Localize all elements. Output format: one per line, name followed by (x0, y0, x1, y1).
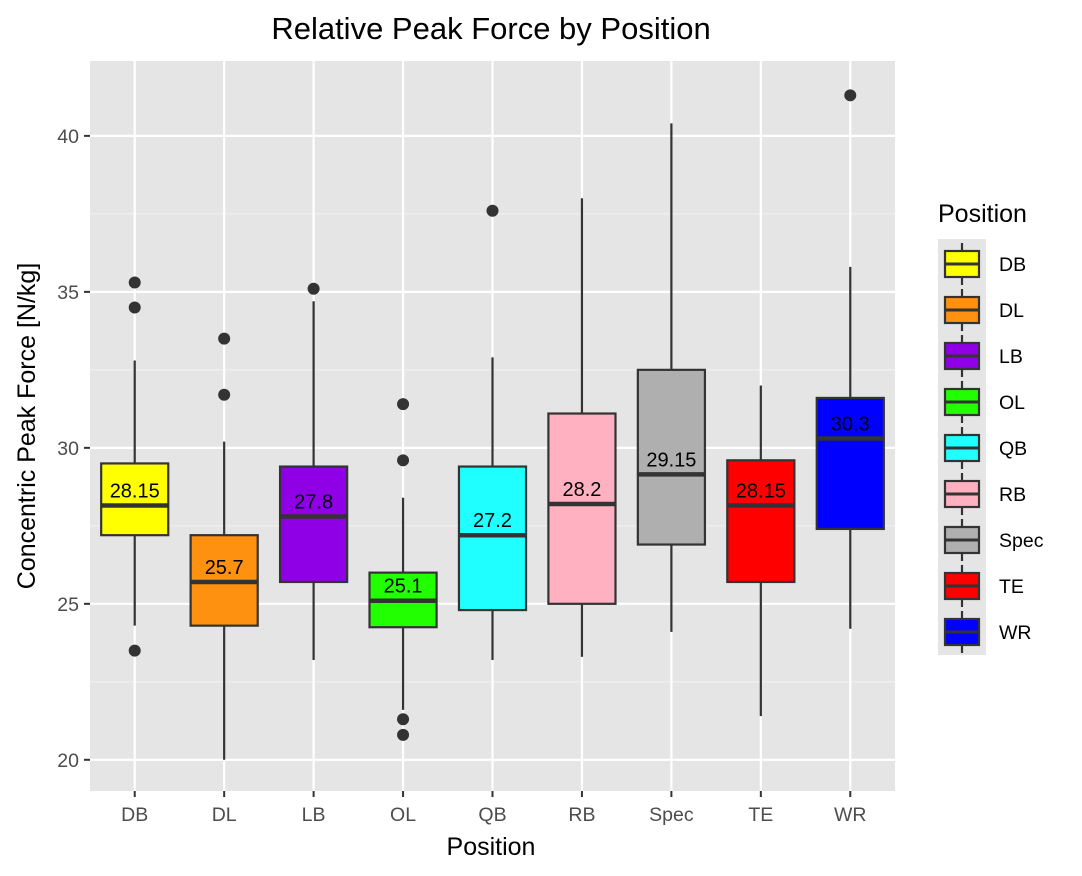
legend-label: Spec (999, 530, 1044, 552)
median-label: 27.2 (473, 510, 512, 532)
legend-item-te: TE (943, 565, 1024, 607)
legend-item-lb: LB (943, 335, 1023, 377)
outlier-point (128, 644, 141, 657)
axis-layer: 20 25 30 35 40 DB DL LB OL QB RB Spec TE WR (57, 126, 866, 826)
median-label: 25.1 (384, 576, 423, 598)
outlier-point (128, 276, 141, 289)
x-tick-label: QB (478, 804, 506, 826)
y-tick-label: 35 (57, 282, 79, 304)
boxplot-ol: 25.1 (368, 398, 438, 741)
box (547, 412, 617, 605)
box (278, 465, 349, 584)
outlier-point (218, 332, 231, 345)
legend-label: LB (999, 346, 1023, 368)
legend-label: RB (999, 484, 1026, 506)
legend-label: TE (999, 576, 1024, 598)
y-tick-label: 40 (57, 126, 79, 148)
y-tick-label: 25 (57, 594, 79, 616)
outlier-point (486, 204, 499, 217)
outlier-point (397, 713, 410, 726)
x-axis-title: Position (447, 833, 536, 861)
legend-label: DB (999, 254, 1026, 276)
y-tick-label: 20 (57, 750, 79, 772)
box (726, 459, 796, 584)
legend-item-wr: WR (943, 611, 1032, 653)
boxplot-spec: 29.15 (636, 123, 707, 632)
outlier-point (218, 388, 231, 401)
y-axis-title: Concentric Peak Force [N/kg] (13, 263, 41, 590)
legend-item-ol: OL (943, 381, 1025, 423)
legend-item-db: DB (943, 243, 1026, 285)
x-tick-label: RB (568, 804, 595, 826)
x-tick-label: DB (121, 804, 148, 826)
boxplot-wr: 30.3 (815, 89, 885, 629)
box (100, 462, 170, 537)
boxplot-lb: 27.8 (278, 282, 349, 660)
outlier-point (307, 282, 320, 295)
x-tick-label: DL (212, 804, 237, 826)
box (457, 465, 528, 612)
x-tick-label: OL (390, 804, 416, 826)
median-label: 30.3 (831, 413, 870, 435)
legend-label: DL (999, 300, 1024, 322)
boxplot-dl: 25.7 (189, 332, 259, 760)
outlier-point (397, 398, 410, 411)
box-layer: 28.15 25.7 27.8 25.1 27.2 28.2 29.15 28.15 30.3 (100, 89, 885, 760)
median-label: 27.8 (294, 491, 333, 513)
box (636, 368, 707, 546)
y-tick-label: 30 (57, 438, 79, 460)
boxplot-qb: 27.2 (457, 204, 528, 660)
legend-title: Position (938, 200, 1027, 228)
legend: Position DB DL LB OL QB RB Spec TE WR (938, 200, 1044, 655)
outlier-point (128, 301, 141, 314)
legend-label: QB (999, 438, 1027, 460)
legend-label: WR (999, 622, 1032, 644)
outlier-point (397, 454, 410, 467)
x-tick-label: Spec (649, 804, 694, 826)
median-label: 28.2 (562, 479, 601, 501)
x-tick-label: LB (302, 804, 326, 826)
legend-item-spec: Spec (943, 519, 1044, 561)
legend-item-rb: RB (943, 473, 1026, 515)
median-label: 28.15 (736, 481, 786, 503)
legend-item-qb: QB (943, 427, 1027, 469)
chart-title: Relative Peak Force by Position (271, 11, 710, 46)
median-label: 29.15 (646, 449, 696, 471)
x-tick-label: WR (834, 804, 867, 826)
outlier-point (844, 89, 857, 102)
x-tick-label: TE (748, 804, 773, 826)
boxplot-te: 28.15 (726, 385, 796, 717)
median-label: 28.15 (110, 481, 160, 503)
boxplot-db: 28.15 (100, 276, 170, 657)
legend-label: OL (999, 392, 1025, 414)
median-label: 25.7 (205, 557, 244, 579)
legend-item-dl: DL (943, 289, 1024, 331)
boxplot-rb: 28.2 (547, 198, 617, 657)
outlier-point (397, 728, 410, 741)
box (815, 396, 885, 531)
